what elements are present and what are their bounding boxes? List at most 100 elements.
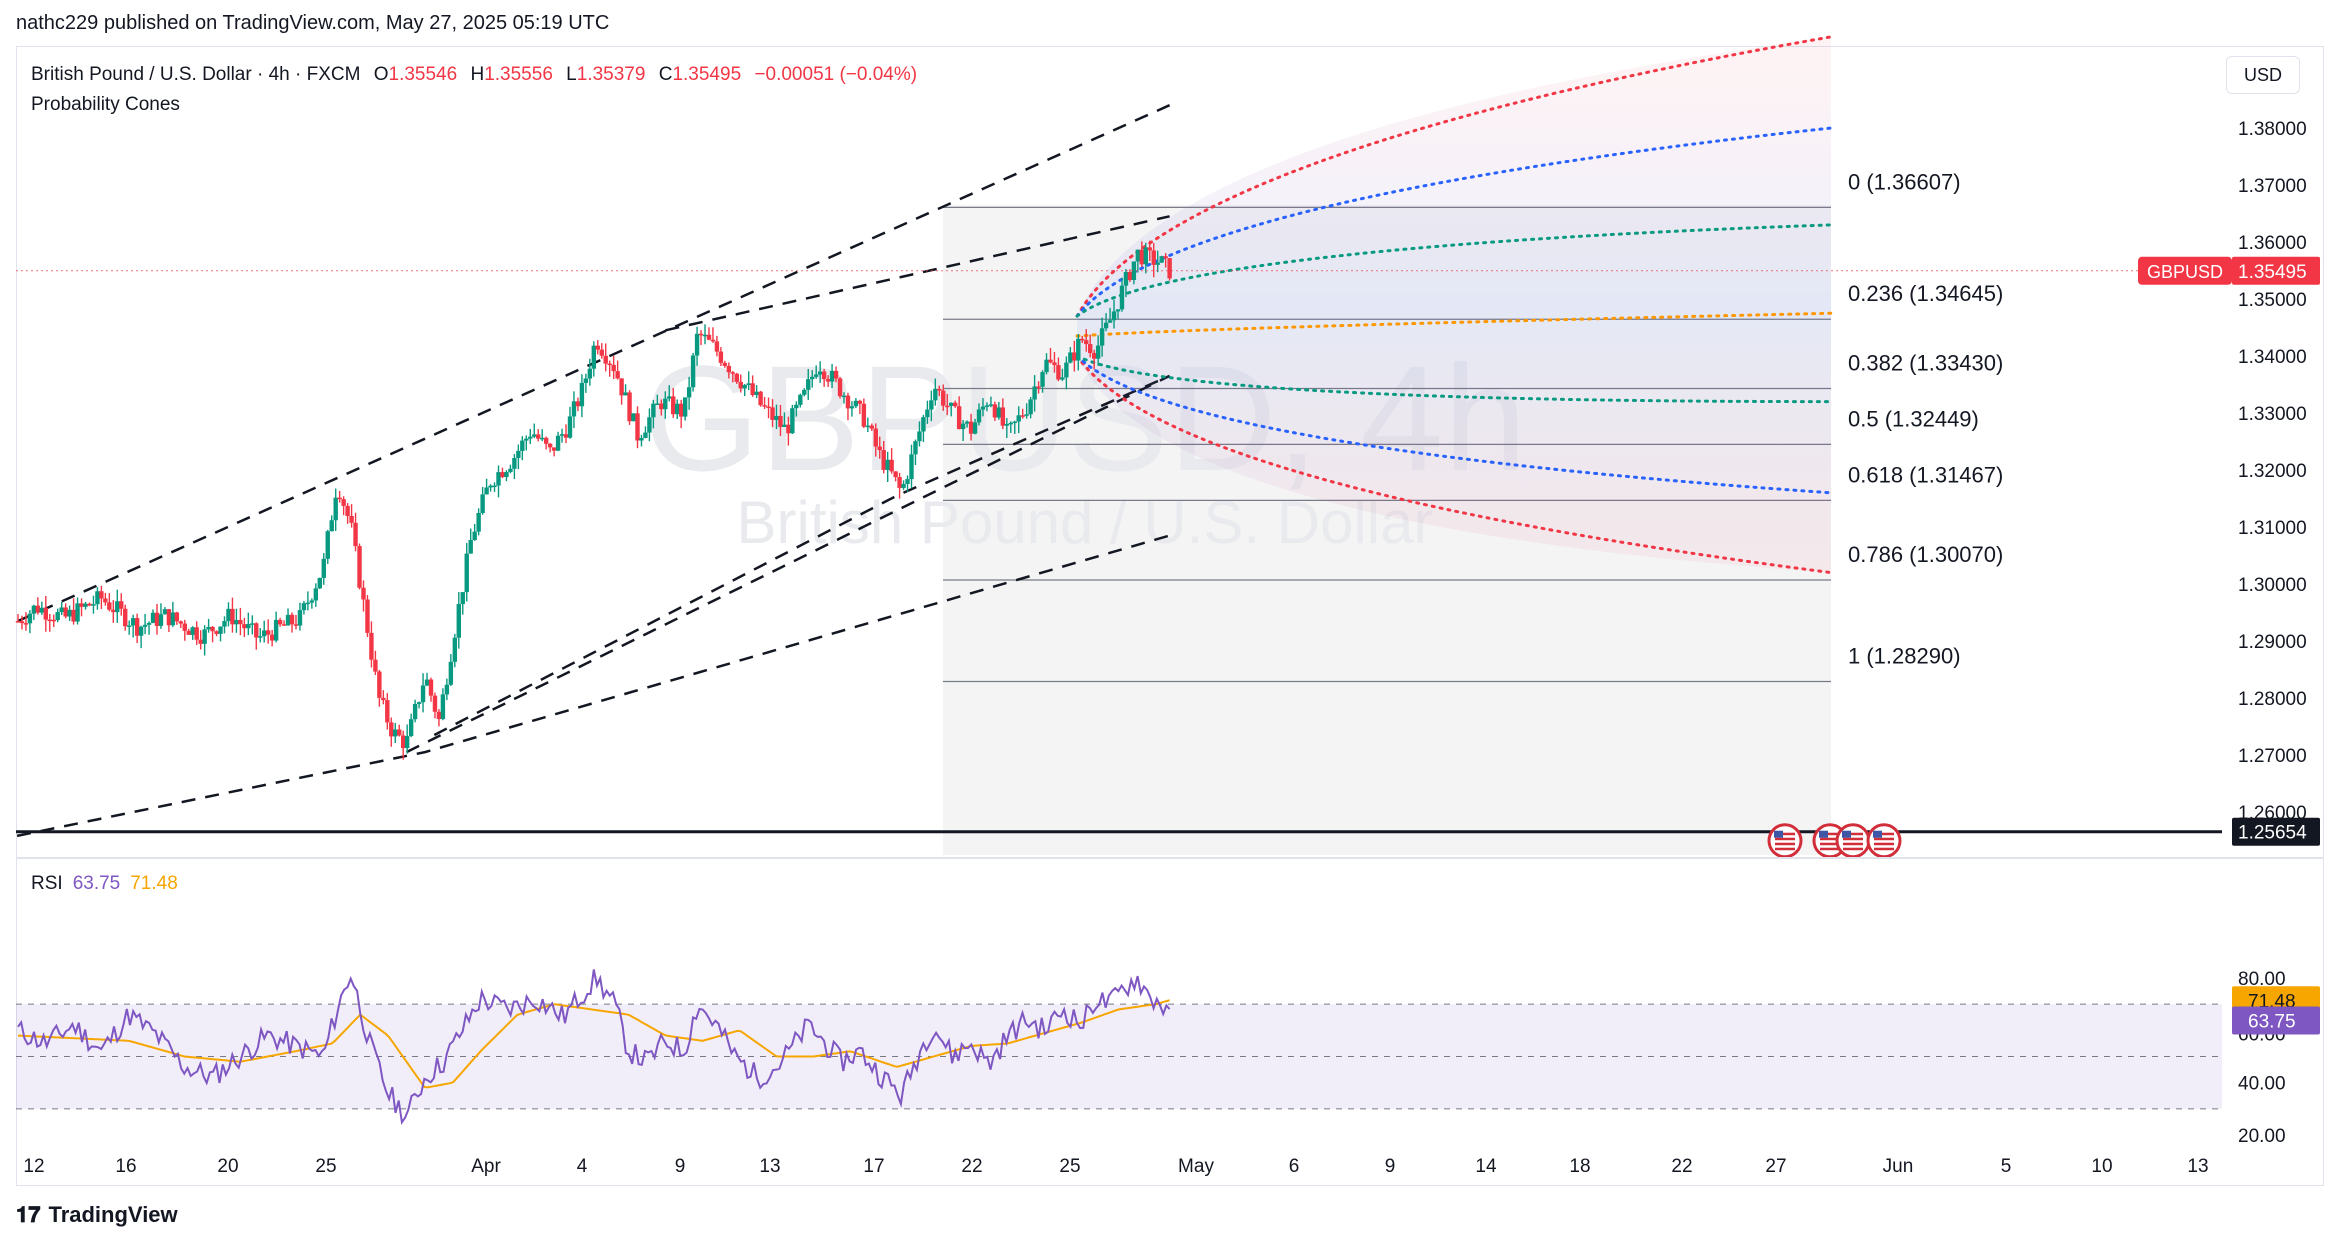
candle-body: [1048, 359, 1053, 363]
candle-body: [424, 679, 430, 686]
candle-body: [1036, 386, 1041, 388]
candle-body: [655, 403, 660, 406]
candle-body: [833, 370, 839, 379]
candle-body: [408, 719, 414, 737]
flag-stripe: [1775, 832, 1795, 836]
trend-line[interactable]: [405, 374, 1171, 754]
candle-body: [309, 600, 315, 603]
candle-body: [631, 413, 636, 422]
candle-body: [663, 398, 668, 410]
candle-body: [945, 405, 950, 408]
indicator-label[interactable]: Probability Cones: [31, 94, 180, 115]
fib-label: 0.382 (1.33430): [1848, 350, 2003, 375]
candle-body: [921, 417, 926, 432]
candle-body: [611, 364, 616, 372]
candle-body: [873, 428, 878, 447]
candle-body: [671, 396, 676, 415]
candle-body: [782, 424, 787, 427]
candle-body: [1080, 338, 1085, 341]
candle-body: [794, 404, 799, 409]
candle-body: [404, 736, 410, 749]
candle-body: [1028, 399, 1033, 415]
symbol-tag: [2138, 256, 2232, 285]
us-flag-icon[interactable]: [1767, 823, 1803, 859]
time-tick-label: May: [1178, 1156, 1214, 1177]
trend-line[interactable]: [16, 534, 1170, 838]
candle-body: [51, 619, 56, 622]
candle-body: [99, 591, 104, 599]
candle-body: [1163, 256, 1168, 259]
candle-body: [428, 679, 434, 696]
candle-body: [1032, 386, 1037, 400]
price-axis[interactable]: 1.38000 1.37000 1.36000 1.35000 1.34000 1.330…: [2238, 119, 2307, 824]
candle-body: [444, 684, 450, 695]
rsi-label: RSI: [31, 873, 63, 894]
time-tick-label: Jun: [1883, 1156, 1914, 1177]
candle-body: [925, 409, 930, 418]
candle-body: [1008, 422, 1013, 425]
time-tick-label: 18: [1569, 1156, 1590, 1177]
us-flag-icon[interactable]: [1835, 823, 1871, 859]
probability-cone: [1075, 35, 1833, 575]
candle-body: [432, 695, 438, 712]
candle-body: [313, 588, 319, 601]
candle-body: [289, 614, 295, 625]
fib-label: 0.5 (1.32449): [1848, 406, 1979, 431]
candle-body: [484, 487, 489, 495]
low-value: 1.35379: [576, 64, 646, 85]
cone-upper-line: [1075, 35, 1833, 318]
candle-body: [837, 378, 843, 397]
candle-body: [539, 437, 545, 440]
candle-body: [758, 391, 763, 406]
fib-label: 1 (1.28290): [1848, 643, 1961, 668]
price-tick-label: 1.36000: [2238, 233, 2307, 254]
candle-body: [635, 413, 640, 441]
candle-body: [567, 416, 573, 438]
candle-body: [420, 685, 426, 703]
candle-body: [496, 472, 501, 486]
candle-body: [532, 434, 537, 437]
time-tick-label: 9: [1385, 1156, 1396, 1177]
candle-body: [821, 371, 827, 380]
candle-body: [893, 471, 898, 478]
candle-body: [555, 435, 561, 451]
trend-line[interactable]: [433, 374, 1171, 737]
candle-body: [845, 395, 851, 409]
candle-body: [988, 404, 994, 406]
candle-body: [933, 388, 938, 401]
candle-body: [416, 702, 422, 705]
time-axis[interactable]: 12 16 20 25 Apr 4 9 13 17 22 25 May 6 9 14 18 22 27 Jun 5 10…: [23, 1156, 2208, 1177]
cone-fill: [1077, 36, 1831, 573]
candle-body: [734, 373, 739, 382]
symbol-title[interactable]: British Pound / U.S. Dollar · 4h · FXCM: [31, 64, 361, 85]
price-tick-label: 1.34000: [2238, 347, 2307, 368]
candle-body: [369, 632, 374, 660]
rsi-tick-label: 20.00: [2238, 1126, 2286, 1147]
candle-body: [123, 608, 128, 627]
currency-button[interactable]: USD: [2226, 56, 2300, 94]
footer-brand[interactable]: 𝟏𝟕 TradingView: [16, 1202, 178, 1228]
candle-body: [543, 437, 549, 444]
candle-body: [262, 630, 267, 637]
us-flag-icon[interactable]: [1866, 823, 1902, 859]
candle-body: [186, 630, 191, 635]
flag-stripe: [1843, 847, 1863, 851]
candle-body: [43, 607, 48, 620]
symbol-tag-label: GBPUSD: [2147, 262, 2223, 282]
candle-body: [694, 333, 700, 356]
candle-body: [31, 605, 37, 614]
candle-body: [1064, 362, 1069, 378]
time-tick-label: 17: [863, 1156, 884, 1177]
candle-body: [520, 440, 525, 451]
candle-body: [126, 625, 132, 627]
price-tick-label: 1.37000: [2238, 176, 2307, 197]
candle-body: [1135, 249, 1141, 262]
rsi-legend[interactable]: RSI 63.75 71.48: [31, 873, 178, 895]
candle-body: [1139, 249, 1145, 265]
economic-events[interactable]: [1767, 823, 1902, 859]
candle-body: [778, 415, 783, 427]
time-tick-label: 9: [675, 1156, 686, 1177]
rsi-tick-label: 40.00: [2238, 1074, 2286, 1095]
price-tick-label: 1.38000: [2238, 119, 2307, 140]
